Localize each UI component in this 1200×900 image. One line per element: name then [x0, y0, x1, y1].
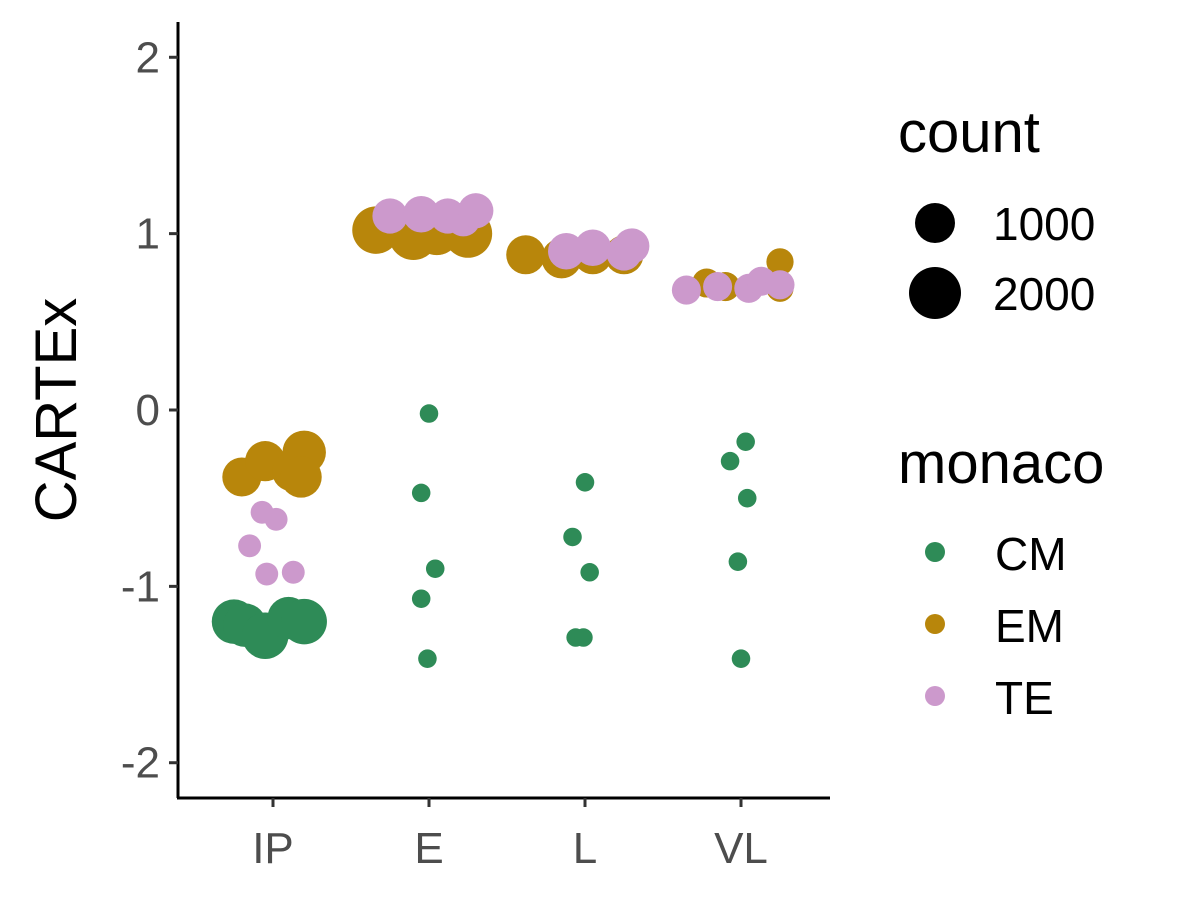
data-point-cm	[411, 483, 431, 503]
size-legend-label-2000: 2000	[993, 268, 1095, 320]
x-tick-label: E	[414, 824, 443, 873]
data-point-cm	[731, 649, 751, 668]
x-tick-label: L	[573, 824, 597, 873]
data-point-cm	[563, 527, 582, 547]
data-point-te	[703, 272, 733, 302]
data-point-te	[614, 228, 650, 264]
color-legend-title: monaco	[898, 431, 1104, 496]
data-point-em	[766, 248, 794, 276]
legend: count 1000 2000 monaco CM EM TE	[898, 100, 1104, 724]
data-point-cm	[419, 404, 439, 423]
y-tick-label: 0	[136, 386, 160, 435]
y-ticks: -2 -1 0 1 2	[121, 33, 178, 788]
y-tick-label: 2	[136, 33, 160, 82]
data-point-te	[671, 275, 701, 305]
y-tick-label: -1	[121, 562, 160, 611]
data-point-te	[281, 560, 305, 584]
size-legend-key-2000	[909, 267, 961, 319]
x-ticks: IP E L VL	[252, 798, 768, 873]
data-point-cm	[736, 432, 755, 452]
y-tick-label: 1	[136, 210, 160, 259]
data-point-te	[765, 270, 795, 300]
data-point-em	[280, 456, 322, 498]
data-point-te	[238, 534, 262, 558]
data-point-te	[402, 195, 440, 233]
data-point-te	[548, 233, 585, 270]
size-legend-key-1000	[915, 203, 955, 243]
data-point-cm	[575, 473, 595, 492]
color-legend-key-te	[925, 686, 945, 706]
data-point-te	[372, 198, 408, 234]
data-point-te	[264, 507, 288, 531]
data-point-te	[458, 193, 494, 229]
data-point-te	[255, 562, 279, 586]
data-point-cm	[411, 589, 431, 608]
data-point-cm	[418, 649, 437, 668]
color-legend-label-em: EM	[995, 600, 1064, 652]
data-point-cm	[720, 451, 740, 471]
x-tick-label: IP	[252, 824, 294, 873]
data-point-cm	[737, 488, 757, 508]
data-point-cm	[574, 628, 593, 647]
y-tick-label: -2	[121, 739, 160, 788]
points-layer	[211, 193, 795, 668]
y-axis-title: CARTEx	[24, 298, 89, 523]
data-point-cm	[281, 598, 327, 645]
color-legend-key-em	[925, 614, 945, 634]
data-point-cm	[728, 552, 748, 571]
color-legend-label-te: TE	[995, 672, 1054, 724]
data-point-te	[574, 229, 612, 267]
data-point-cm	[580, 562, 599, 582]
data-point-em	[506, 235, 546, 275]
size-legend-label-1000: 1000	[993, 198, 1095, 250]
color-legend-key-cm	[925, 542, 945, 562]
data-point-cm	[425, 559, 445, 578]
x-tick-label: VL	[714, 824, 768, 873]
color-legend-label-cm: CM	[995, 528, 1067, 580]
size-legend-title: count	[898, 100, 1040, 165]
